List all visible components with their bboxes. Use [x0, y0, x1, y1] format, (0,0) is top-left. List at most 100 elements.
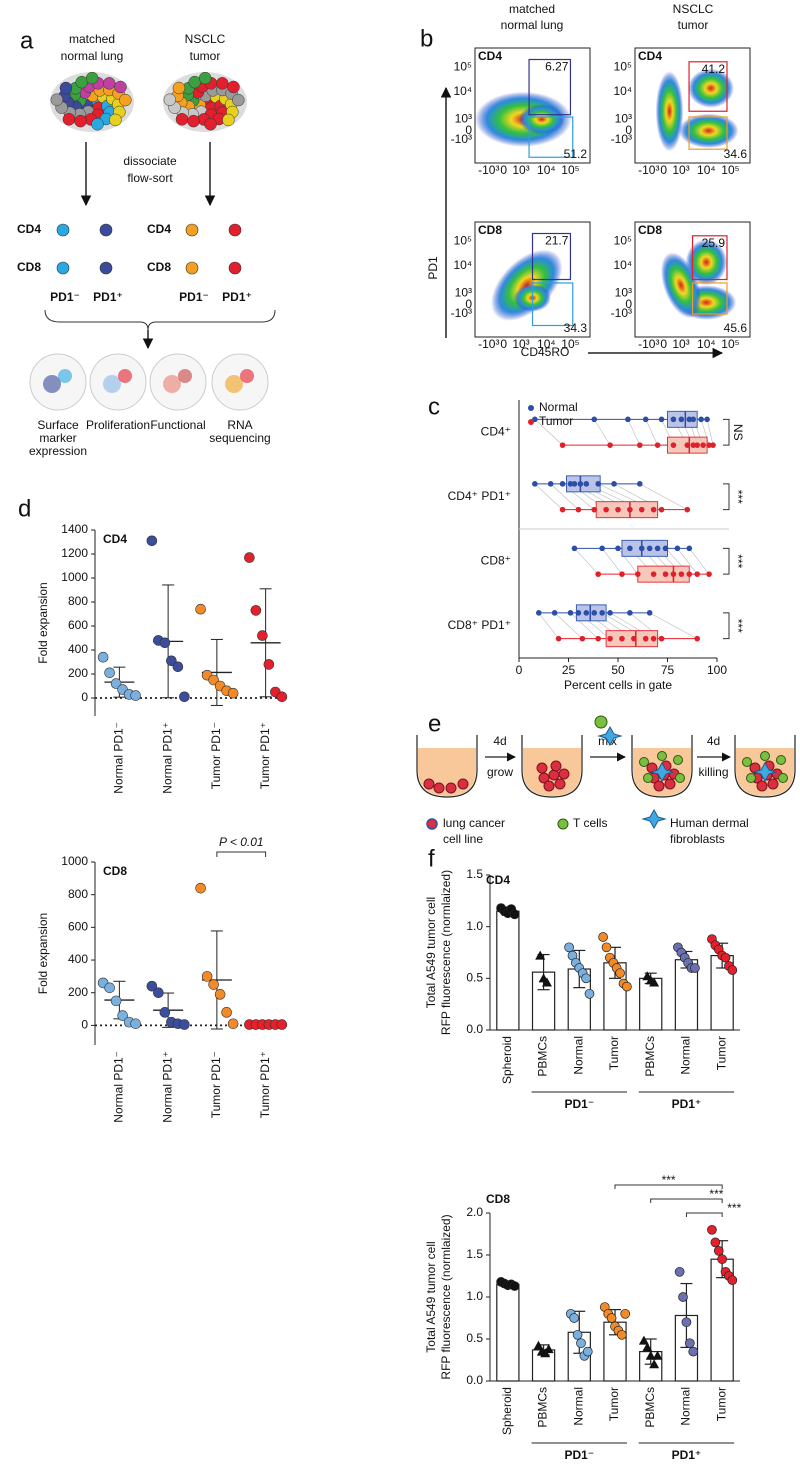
y-tick-label: 200	[68, 666, 88, 680]
y-tick-label: 0	[625, 297, 632, 311]
significance: ***	[731, 490, 745, 504]
point	[533, 1340, 544, 1350]
gate-value: 51.2	[564, 147, 588, 161]
x-tick-label: Normal PD1⁻	[112, 1051, 126, 1123]
column-label: PD1⁻	[50, 290, 80, 304]
y-tick-label: 10⁴	[613, 258, 632, 272]
pair-line	[574, 548, 599, 575]
point	[509, 1281, 520, 1291]
significance: ***	[662, 1173, 676, 1187]
x-tick-label: 10³	[512, 163, 529, 177]
point	[720, 952, 731, 963]
cell	[163, 93, 177, 106]
chart-title: CD8	[486, 1192, 510, 1206]
point	[646, 545, 653, 552]
gate	[528, 58, 572, 116]
x-tick-label: Normal PD1⁺	[160, 1051, 174, 1123]
point	[195, 603, 206, 615]
point	[727, 1275, 738, 1286]
readout-label: Proliferation	[86, 418, 150, 432]
step-label: flow-sort	[127, 171, 173, 185]
point	[599, 545, 605, 552]
x-tick-label: -10³	[638, 337, 659, 351]
x-tick-label: PBMCs	[643, 1387, 657, 1428]
point	[706, 571, 712, 577]
y-tick-label: 10⁴	[453, 84, 472, 98]
y-axis-title: Fold expansion	[36, 582, 50, 663]
y-axis-title: RFP fluorescence (normlaized)	[439, 870, 453, 1035]
point	[694, 442, 700, 448]
gate-value: 41.2	[702, 62, 726, 76]
point	[670, 442, 677, 448]
y-tick-label: 1400	[61, 522, 88, 536]
point	[532, 481, 538, 487]
bracket	[614, 1184, 723, 1189]
point	[627, 506, 633, 513]
legend-marker	[528, 419, 534, 425]
category-label: CD8⁺	[481, 553, 511, 567]
y-tick-label: 1.0	[466, 1289, 483, 1303]
column-label: PD1⁺	[222, 290, 252, 304]
gate	[688, 61, 728, 112]
group-label: PD1⁻	[564, 1097, 594, 1111]
pair-line	[601, 548, 623, 575]
annotation: P < 0.01	[219, 835, 264, 849]
y-tick-label: 0	[81, 690, 88, 704]
y-tick-label: 0	[465, 297, 472, 311]
population-dot	[99, 223, 113, 237]
fibroblast	[752, 761, 778, 783]
group-title: normal lung	[61, 49, 124, 63]
well	[416, 735, 478, 798]
gate	[688, 116, 728, 150]
gate-value: 45.6	[724, 321, 748, 335]
point	[670, 571, 677, 577]
point	[551, 610, 558, 616]
point	[130, 1018, 141, 1030]
point	[706, 442, 712, 448]
y-tick-label: 400	[68, 952, 88, 966]
point	[208, 979, 219, 990]
readout-label: Surface	[37, 418, 79, 432]
x-tick-label: 10⁴	[697, 337, 716, 351]
point	[619, 635, 625, 642]
significance: ***	[709, 1187, 723, 1201]
point	[700, 442, 706, 448]
point	[650, 635, 657, 642]
x-tick-label: Tumor PD1⁺	[258, 722, 272, 789]
point	[104, 667, 115, 679]
point	[257, 630, 268, 641]
density	[660, 252, 702, 319]
point	[572, 1329, 583, 1340]
point	[583, 610, 590, 616]
point	[686, 571, 693, 577]
point	[599, 610, 605, 616]
plot-label: CD8	[478, 223, 502, 237]
gate	[531, 282, 574, 327]
point	[642, 1342, 653, 1352]
bracket	[685, 1212, 723, 1217]
column-header: normal lung	[501, 18, 564, 32]
y-tick-label: 10⁵	[454, 60, 472, 74]
tumor-cell	[423, 778, 435, 790]
point	[607, 442, 613, 448]
readout-label: Functional	[150, 418, 205, 432]
bracket	[723, 612, 730, 640]
pair-line	[649, 612, 698, 639]
bracket	[650, 1198, 723, 1203]
point	[509, 909, 520, 920]
point	[694, 635, 700, 642]
density	[518, 104, 565, 135]
y-tick-label: 10³	[615, 111, 632, 125]
point	[674, 545, 681, 552]
x-tick-label: PBMCs	[536, 1387, 550, 1428]
cell	[187, 114, 200, 128]
cell	[119, 93, 132, 107]
y-tick-label: 1000	[61, 570, 88, 584]
y-tick-label: 10³	[615, 285, 632, 299]
t-cell	[746, 773, 756, 783]
point	[582, 1346, 593, 1357]
x-tick-label: 0	[516, 663, 523, 677]
x-tick-label: 0	[500, 163, 507, 177]
population-dot	[56, 223, 70, 237]
